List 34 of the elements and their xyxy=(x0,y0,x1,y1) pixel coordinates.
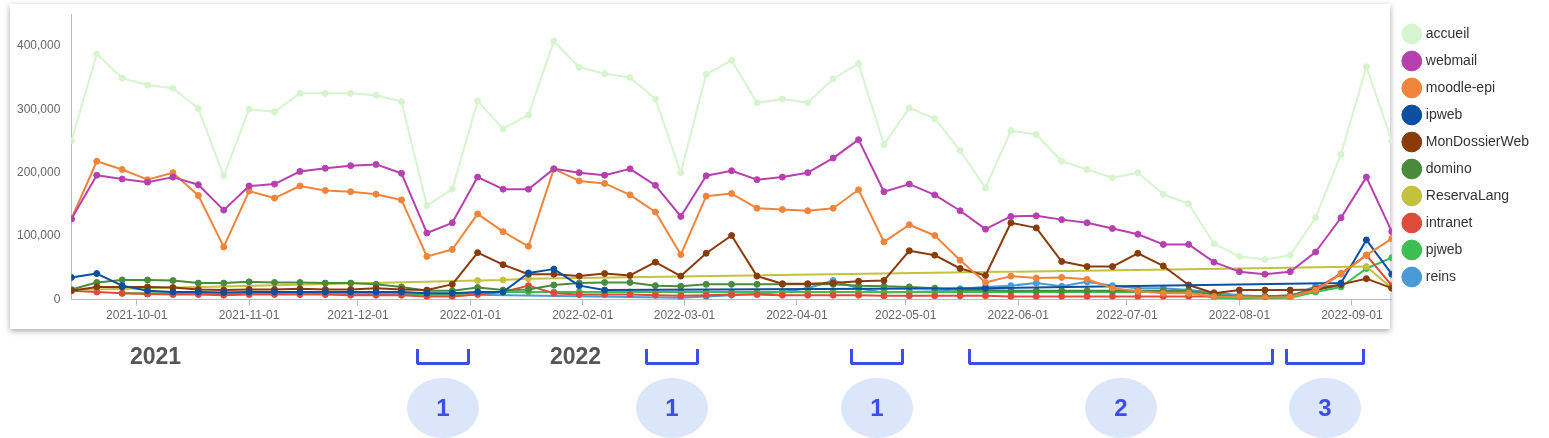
y-tick-label: 100,000 xyxy=(16,228,61,243)
y-tick-label: 200,000 xyxy=(16,164,61,179)
x-tick-label: 2022-08-01 xyxy=(1208,308,1271,323)
text: 3 xyxy=(1289,378,1361,438)
x-tick-label: 2022-05-01 xyxy=(875,308,937,323)
text: 2 xyxy=(1085,378,1157,438)
x-tick-label: 2021-11-01 xyxy=(218,308,280,323)
x-tick-label: 2022-07-01 xyxy=(1096,308,1158,323)
text: 2021 xyxy=(130,343,182,370)
x-tick-label: 2021-10-01 xyxy=(105,308,168,323)
legend-label: ipweb xyxy=(1425,105,1463,122)
legend-label: accueil xyxy=(1425,24,1470,41)
text: 1 xyxy=(407,378,479,438)
legend-label: domino xyxy=(1425,159,1472,176)
legend-label: ReservaLang xyxy=(1425,186,1510,203)
legend-label: intranet xyxy=(1425,213,1473,230)
x-tick-label: 2022-04-01 xyxy=(766,308,828,323)
y-tick-label: 400,000 xyxy=(16,38,61,53)
legend-label: moodle-epi xyxy=(1425,78,1496,95)
x-tick-label: 2022-06-01 xyxy=(987,308,1050,323)
x-tick-label: 2022-02-01 xyxy=(552,308,614,323)
legend-label: webmail xyxy=(1424,51,1478,68)
text: 2022 xyxy=(550,343,602,370)
text: 1 xyxy=(841,378,913,438)
legend-label: reins xyxy=(1425,267,1457,284)
y-tick-label: 0 xyxy=(53,291,61,306)
x-tick-label: 2022-03-01 xyxy=(653,308,716,323)
y-tick-label: 300,000 xyxy=(16,101,61,116)
legend-label: MonDossierWeb xyxy=(1425,132,1530,149)
x-tick-label: 2022-01-01 xyxy=(439,308,502,323)
text: 1 xyxy=(636,378,708,438)
x-tick-label: 2022-09-01 xyxy=(1321,308,1383,323)
x-tick-label: 2021-12-01 xyxy=(327,308,389,323)
legend-label: pjweb xyxy=(1425,240,1463,257)
